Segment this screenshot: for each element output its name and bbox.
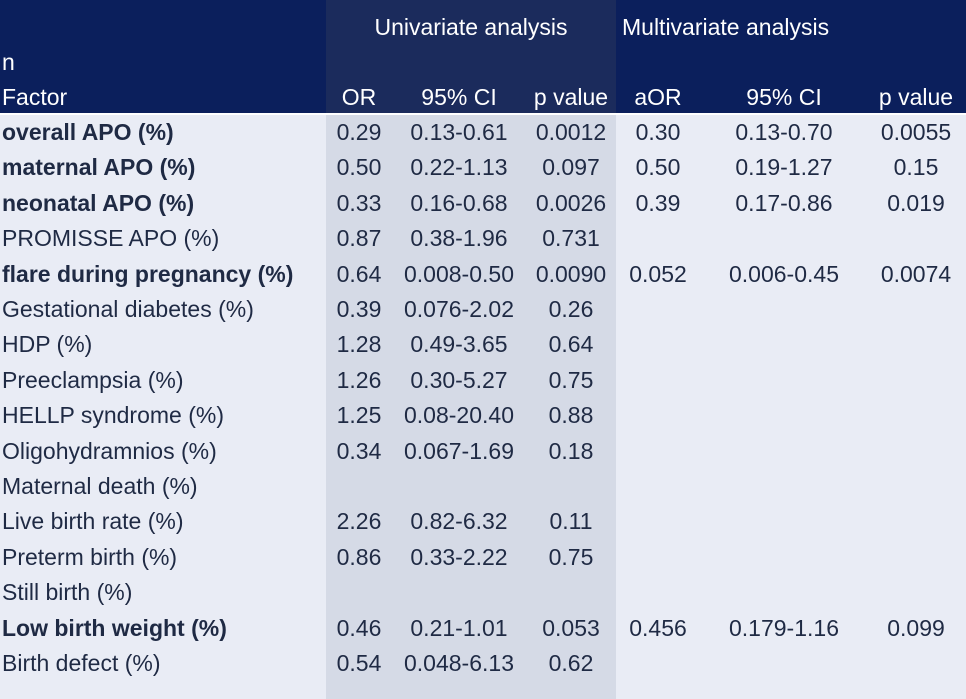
aor-value: 0.39	[635, 190, 681, 216]
n-label: n	[2, 49, 15, 75]
ci-value: 0.048-6.13	[404, 650, 514, 676]
multivariate-group-label: Multivariate analysis	[622, 14, 830, 40]
univariate-column-band	[326, 113, 616, 699]
ci-value: 0.008-0.50	[404, 261, 514, 287]
ci-value: 0.08-20.40	[404, 402, 514, 428]
ci-value: 0.16-0.68	[410, 190, 508, 216]
header-univariate-band	[326, 0, 616, 113]
factor-label: Preterm birth (%)	[2, 544, 178, 570]
or-value: 0.86	[336, 544, 382, 570]
aor-value: 0.50	[635, 154, 681, 180]
p-value: 0.64	[548, 331, 594, 357]
factor-label: Preeclampsia (%)	[2, 367, 184, 393]
univariate-group-label: Univariate analysis	[374, 14, 568, 40]
ci-value: 0.067-1.69	[404, 438, 514, 464]
or-value: 1.25	[336, 402, 382, 428]
aor-value: 0.456	[629, 615, 687, 641]
factor-label: PROMISSE APO (%)	[2, 225, 220, 251]
adjusted-p-value: 0.019	[887, 190, 945, 216]
adjusted-ci-value: 0.179-1.16	[729, 615, 839, 641]
or-value: 0.39	[336, 296, 382, 322]
or-value: 0.50	[336, 154, 382, 180]
p-value: 0.731	[542, 225, 600, 251]
adjusted-ci-value: 0.006-0.45	[729, 261, 839, 287]
p-value: 0.053	[542, 615, 600, 641]
aor-value: 0.30	[635, 119, 681, 145]
ci-value: 0.33-2.22	[410, 544, 508, 570]
ci-value: 0.13-0.61	[410, 119, 508, 145]
factor-label: Low birth weight (%)	[2, 615, 227, 641]
factor-header: Factor	[2, 84, 68, 110]
adjusted-p-value: 0.0055	[880, 119, 952, 145]
p-value: 0.62	[548, 650, 594, 676]
p-value: 0.75	[548, 367, 594, 393]
factor-label: Birth defect (%)	[2, 650, 161, 676]
adjusted-p-value: 0.15	[893, 154, 939, 180]
factor-label: maternal APO (%)	[2, 154, 196, 180]
p-value: 0.0026	[535, 190, 607, 216]
or-value: 0.33	[336, 190, 382, 216]
p-value: 0.0090	[535, 261, 607, 287]
ci-value: 0.38-1.96	[410, 225, 508, 251]
or-value: 0.64	[336, 261, 382, 287]
factor-label: Still birth (%)	[2, 579, 133, 605]
or-value: 0.46	[336, 615, 382, 641]
ci-value: 0.49-3.65	[410, 331, 508, 357]
factor-label: Maternal death (%)	[2, 473, 198, 499]
or-value: 0.34	[336, 438, 382, 464]
factor-label: overall APO (%)	[2, 119, 174, 145]
or-value: 1.26	[336, 367, 382, 393]
aor-header: aOR	[634, 84, 682, 110]
ci-value: 0.82-6.32	[410, 508, 508, 534]
aor-value: 0.052	[629, 261, 687, 287]
or-value: 1.28	[336, 331, 382, 357]
p-value: 0.88	[548, 402, 594, 428]
p-value: 0.097	[542, 154, 600, 180]
ci-value: 0.21-1.01	[410, 615, 508, 641]
ci-header: 95% CI	[421, 84, 497, 110]
adjusted-p-value: 0.0074	[880, 261, 952, 287]
ci-value: 0.30-5.27	[410, 367, 508, 393]
p-value: 0.11	[549, 508, 593, 534]
adjusted-p-value: 0.099	[887, 615, 945, 641]
adjusted-ci-value: 0.19-1.27	[735, 154, 833, 180]
p-value: 0.26	[548, 296, 594, 322]
header-divider	[0, 113, 966, 115]
adjusted-ci-value: 0.13-0.70	[735, 119, 833, 145]
factor-label: Live birth rate (%)	[2, 508, 184, 534]
or-value: 2.26	[336, 508, 382, 534]
p-value: 0.18	[548, 438, 594, 464]
factor-label: HDP (%)	[2, 331, 93, 357]
factor-label: flare during pregnancy (%)	[2, 261, 294, 287]
adjusted-ci-value: 0.17-0.86	[735, 190, 833, 216]
factor-label: Oligohydramnios (%)	[2, 438, 217, 464]
p-value: 0.0012	[535, 119, 607, 145]
p-value-header: p value	[533, 84, 609, 110]
or-value: 0.29	[336, 119, 382, 145]
factor-label: neonatal APO (%)	[2, 190, 195, 216]
ci-value: 0.22-1.13	[410, 154, 508, 180]
or-value: 0.54	[336, 650, 382, 676]
or-header: OR	[341, 84, 377, 110]
adjusted-p-value-header: p value	[878, 84, 954, 110]
adjusted-ci-header: 95% CI	[746, 84, 822, 110]
p-value: 0.75	[548, 544, 594, 570]
ci-value: 0.076-2.02	[404, 296, 514, 322]
factor-label: HELLP syndrome (%)	[2, 402, 224, 428]
factor-label: Gestational diabetes (%)	[2, 296, 254, 322]
or-value: 0.87	[336, 225, 382, 251]
